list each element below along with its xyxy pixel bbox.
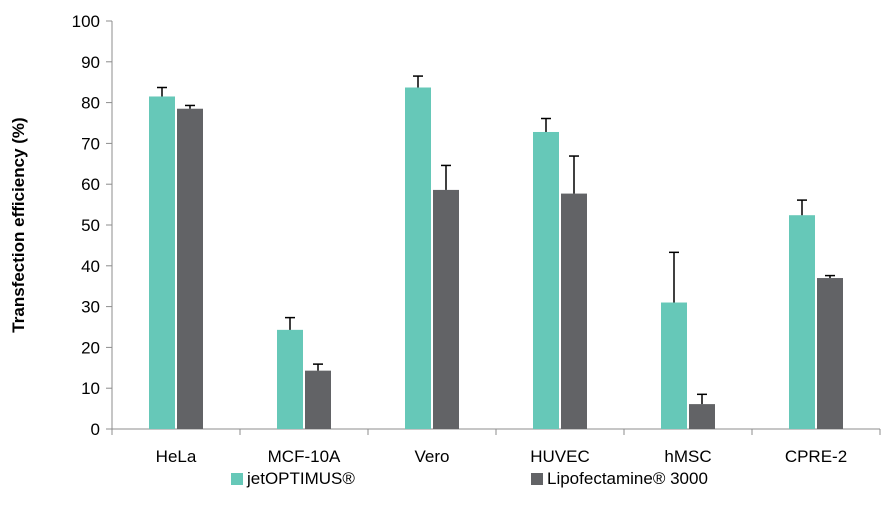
- legend-label: Lipofectamine® 3000: [547, 469, 708, 488]
- legend-label: jetOPTIMUS®: [246, 469, 355, 488]
- category-label: MCF-10A: [268, 447, 341, 466]
- bar-lipofectamine: [561, 193, 587, 429]
- y-tick-label: 100: [72, 12, 100, 31]
- bar-lipofectamine: [305, 370, 331, 429]
- bar-jetoptimus: [789, 215, 815, 429]
- y-axis-label: Transfection efficiency (%): [9, 117, 28, 332]
- y-tick-label: 80: [81, 94, 100, 113]
- y-tick-label: 10: [81, 379, 100, 398]
- y-tick-label: 20: [81, 338, 100, 357]
- bar-jetoptimus: [277, 329, 303, 429]
- bar-lipofectamine: [817, 278, 843, 429]
- y-ticks: 0 10 20 30 40 50 60 70 80 90 100: [72, 12, 112, 439]
- category-label: Vero: [415, 447, 450, 466]
- legend-swatch: [531, 473, 543, 485]
- y-tick-label: 40: [81, 257, 100, 276]
- y-tick-label: 70: [81, 134, 100, 153]
- bar-lipofectamine: [433, 189, 459, 429]
- bar-lipofectamine: [177, 108, 203, 429]
- category-label: hMSC: [664, 447, 711, 466]
- x-ticks: HeLa MCF-10A Vero HUVEC hMSC CPRE-2: [111, 429, 881, 466]
- bar-jetoptimus: [661, 302, 687, 429]
- legend-swatch: [231, 473, 243, 485]
- category-label: HeLa: [156, 447, 197, 466]
- y-tick-label: 50: [81, 216, 100, 235]
- bar-jetoptimus: [149, 96, 175, 429]
- bar-jetoptimus: [533, 131, 559, 429]
- bars: [149, 87, 843, 429]
- y-tick-label: 30: [81, 298, 100, 317]
- bar-lipofectamine: [689, 404, 715, 429]
- axes: [111, 21, 880, 430]
- category-label: HUVEC: [530, 447, 590, 466]
- y-tick-label: 90: [81, 53, 100, 72]
- y-tick-label: 0: [91, 420, 100, 439]
- category-label: CPRE-2: [785, 447, 847, 466]
- y-tick-label: 60: [81, 175, 100, 194]
- bar-jetoptimus: [405, 87, 431, 429]
- error-bars: [157, 75, 835, 405]
- legend: jetOPTIMUS® Lipofectamine® 3000: [231, 469, 708, 488]
